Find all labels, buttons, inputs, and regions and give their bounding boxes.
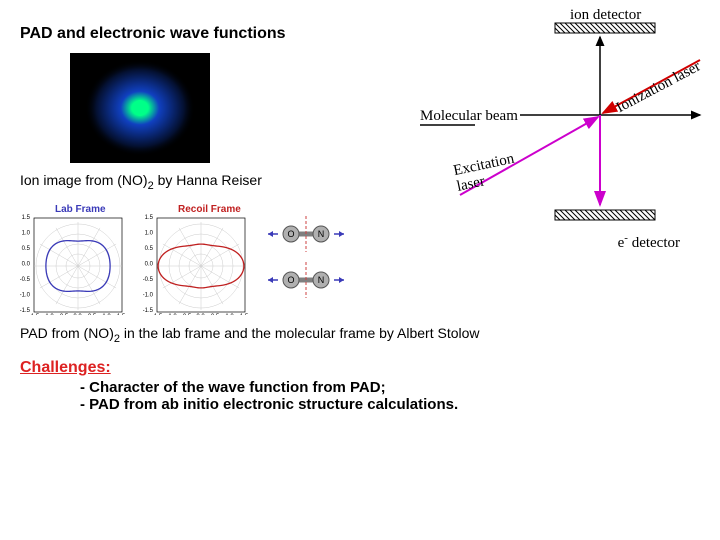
experiment-diagram: ion detector Molecular beam Excitationlase… bbox=[400, 5, 710, 235]
svg-text:O: O bbox=[287, 229, 294, 239]
svg-text:ion detector: ion detector bbox=[570, 7, 641, 23]
svg-text:1.5: 1.5 bbox=[117, 314, 126, 315]
molecule-diagram: O N N O bbox=[266, 202, 356, 312]
svg-text:1.5: 1.5 bbox=[22, 215, 31, 221]
svg-text:1.0: 1.0 bbox=[102, 314, 111, 315]
svg-text:1.0: 1.0 bbox=[145, 230, 154, 236]
lab-frame-plot: Lab Frame-1.5-1.5-1.0-1.0-0.5-0.50.00.00… bbox=[20, 200, 135, 315]
svg-text:0.5: 0.5 bbox=[22, 246, 31, 252]
svg-text:-1.5: -1.5 bbox=[152, 314, 163, 315]
svg-text:N: N bbox=[318, 229, 325, 239]
challenge-item: - Character of the wave function from PA… bbox=[80, 379, 700, 396]
pad-caption: PAD from (NO)2 in the lab frame and the … bbox=[20, 325, 700, 345]
svg-text:0.0: 0.0 bbox=[196, 314, 205, 315]
svg-text:-0.5: -0.5 bbox=[181, 314, 192, 315]
svg-text:-1.0: -1.0 bbox=[143, 292, 154, 298]
recoil-frame-plot: Recoil Frame-1.5-1.5-1.0-1.0-0.5-0.50.00… bbox=[143, 200, 258, 315]
svg-text:-0.5: -0.5 bbox=[143, 277, 154, 283]
svg-text:-1.0: -1.0 bbox=[166, 314, 177, 315]
svg-text:-1.5: -1.5 bbox=[29, 314, 40, 315]
svg-text:1.0: 1.0 bbox=[22, 230, 31, 236]
svg-text:0.0: 0.0 bbox=[22, 261, 31, 267]
svg-text:O: O bbox=[287, 275, 294, 285]
svg-text:-0.5: -0.5 bbox=[58, 314, 69, 315]
svg-text:Ionization laser: Ionization laser bbox=[614, 58, 704, 116]
svg-text:1.5: 1.5 bbox=[145, 215, 154, 221]
challenges-title: Challenges: bbox=[20, 359, 111, 376]
svg-text:1.0: 1.0 bbox=[225, 314, 234, 315]
svg-text:N: N bbox=[318, 275, 325, 285]
svg-text:0.5: 0.5 bbox=[211, 314, 220, 315]
challenges-section: Challenges: - Character of the wave func… bbox=[20, 359, 700, 413]
svg-text:0.5: 0.5 bbox=[145, 246, 154, 252]
svg-text:Excitationlaser: Excitationlaser bbox=[452, 151, 519, 195]
svg-text:-1.0: -1.0 bbox=[20, 292, 31, 298]
svg-text:0.0: 0.0 bbox=[73, 314, 82, 315]
svg-text:Lab Frame: Lab Frame bbox=[55, 204, 106, 215]
e-detector-label: e- detector bbox=[618, 232, 680, 252]
svg-text:Molecular beam: Molecular beam bbox=[420, 108, 518, 124]
svg-text:-0.5: -0.5 bbox=[20, 277, 31, 283]
svg-text:Recoil Frame: Recoil Frame bbox=[178, 204, 241, 215]
svg-text:-1.0: -1.0 bbox=[43, 314, 54, 315]
svg-text:0.0: 0.0 bbox=[145, 261, 154, 267]
svg-text:1.5: 1.5 bbox=[240, 314, 249, 315]
challenge-item: - PAD from ab initio electronic structur… bbox=[80, 396, 700, 413]
svg-text:0.5: 0.5 bbox=[88, 314, 97, 315]
